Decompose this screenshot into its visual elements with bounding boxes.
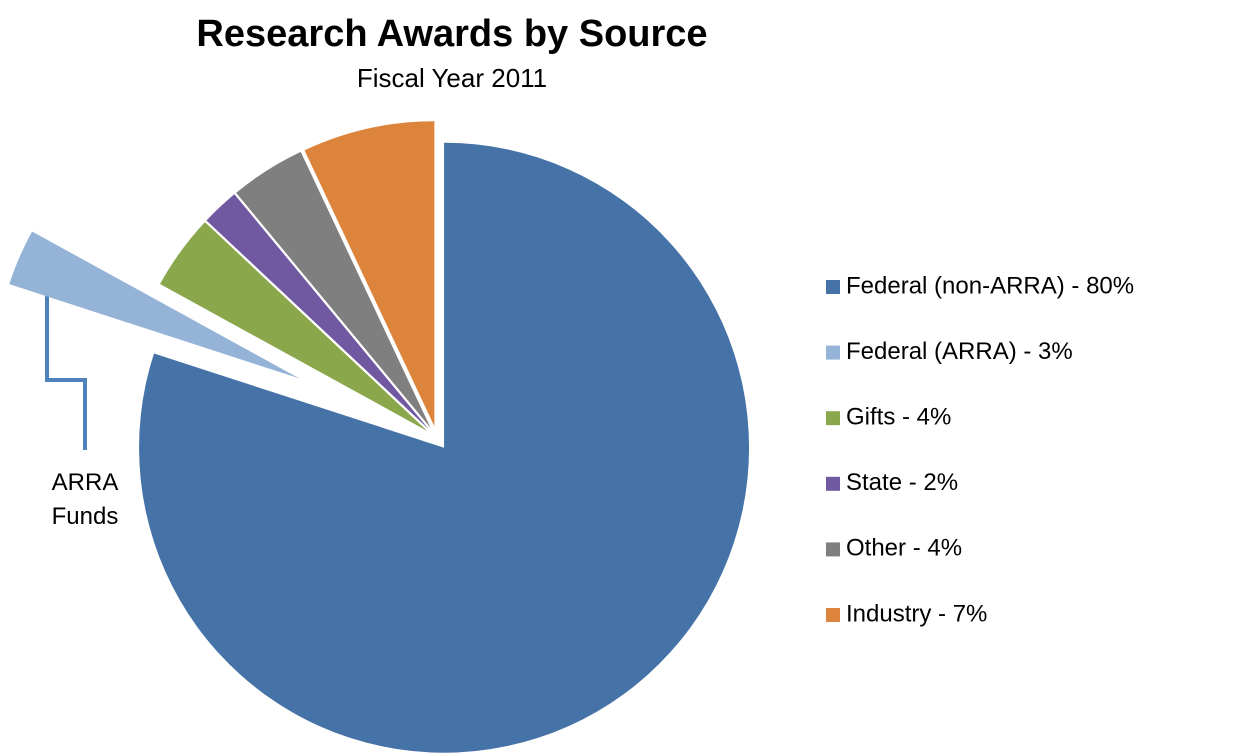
legend-label: Industry - 7% bbox=[846, 600, 987, 627]
pie-slice bbox=[236, 151, 431, 428]
pie-slice bbox=[206, 194, 429, 430]
legend-label: Federal (ARRA) - 3% bbox=[846, 338, 1073, 365]
legend-swatch bbox=[826, 542, 840, 557]
legend-label: Gifts - 4% bbox=[846, 404, 951, 431]
legend-label: Federal (non-ARRA) - 80% bbox=[846, 272, 1134, 299]
legend-label: State - 2% bbox=[846, 469, 958, 496]
legend-label: Other - 4% bbox=[846, 535, 962, 562]
legend-swatch bbox=[826, 345, 840, 360]
legend-swatch bbox=[826, 411, 840, 426]
pie-slice bbox=[9, 231, 300, 379]
pie-slice bbox=[304, 121, 435, 427]
legend-swatch bbox=[826, 476, 840, 491]
legend-swatch bbox=[826, 608, 840, 622]
chart-subtitle: Fiscal Year 2011 bbox=[357, 63, 547, 93]
pie-slice bbox=[160, 222, 428, 431]
annotation-arrow bbox=[45, 272, 87, 450]
chart-title: Research Awards by Source bbox=[196, 13, 707, 55]
annotation: ARRA Funds bbox=[51, 469, 119, 530]
legend-swatch bbox=[826, 280, 840, 294]
pie-slice bbox=[139, 142, 750, 753]
